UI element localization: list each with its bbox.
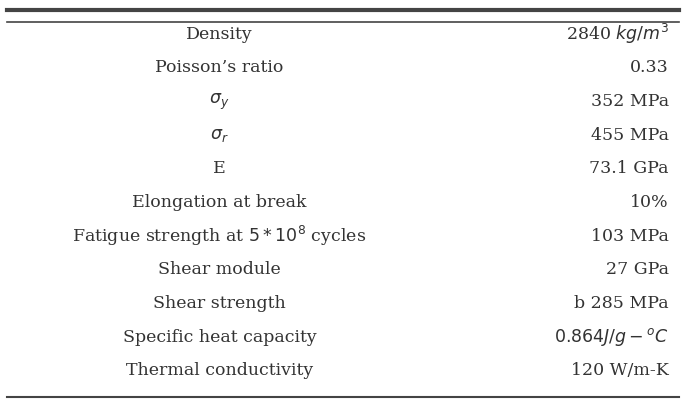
Text: 27 GPa: 27 GPa [606,261,669,278]
Text: 455 MPa: 455 MPa [591,127,669,144]
Text: Density: Density [186,26,253,43]
Text: $\sigma_r$: $\sigma_r$ [210,127,229,144]
Text: $0.864J/g-{^oC}$: $0.864J/g-{^oC}$ [554,326,669,348]
Text: Shear strength: Shear strength [153,295,286,312]
Text: Fatigue strength at $5 * 10^{8}$ cycles: Fatigue strength at $5 * 10^{8}$ cycles [73,224,366,248]
Text: Specific heat capacity: Specific heat capacity [123,328,316,346]
Text: Thermal conductivity: Thermal conductivity [126,362,313,379]
Text: Elongation at break: Elongation at break [132,194,307,211]
Text: 73.1 GPa: 73.1 GPa [589,160,669,177]
Text: 10%: 10% [630,194,669,211]
Text: 0.33: 0.33 [630,59,669,77]
Text: Shear module: Shear module [158,261,281,278]
Text: E: E [213,160,226,177]
Text: 103 MPa: 103 MPa [591,228,669,245]
Text: 352 MPa: 352 MPa [591,93,669,110]
Text: Poisson’s ratio: Poisson’s ratio [155,59,284,77]
Text: b 285 MPa: b 285 MPa [574,295,669,312]
Text: 120 W/m-K: 120 W/m-K [571,362,669,379]
Text: 2840 $kg/m^3$: 2840 $kg/m^3$ [566,22,669,46]
Text: $\sigma_y$: $\sigma_y$ [209,91,230,112]
